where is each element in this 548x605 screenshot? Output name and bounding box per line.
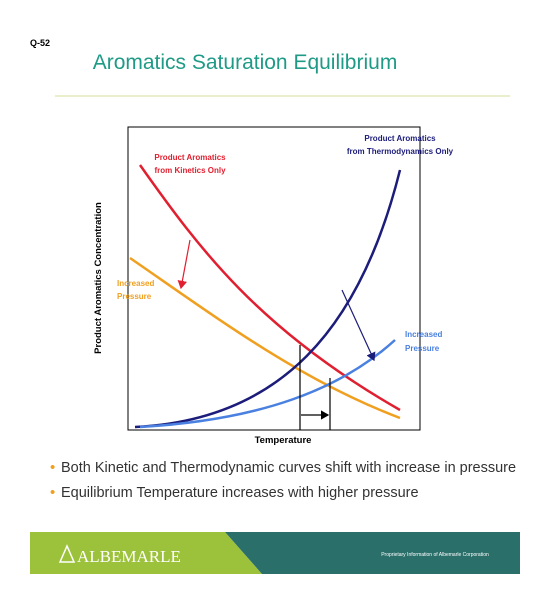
kinetics-shift-arrow bbox=[177, 239, 191, 290]
annotation: Product Aromatics bbox=[364, 134, 436, 143]
plot-frame bbox=[127, 126, 421, 431]
kinetics-pressure-curve bbox=[129, 256, 401, 420]
bullet-dot: • bbox=[50, 459, 55, 476]
annotation: Increased bbox=[405, 330, 442, 339]
annotation: Pressure bbox=[117, 292, 152, 301]
footer-teal bbox=[225, 532, 520, 574]
bullet-text: Both Kinetic and Thermodynamic curves sh… bbox=[61, 460, 516, 476]
kinetics-curve bbox=[138, 164, 401, 412]
annotation: Increased bbox=[117, 279, 154, 288]
bullet-text: Equilibrium Temperature increases with h… bbox=[61, 485, 419, 501]
slide-number: Q-52 bbox=[30, 38, 50, 48]
bullet-dot: • bbox=[50, 484, 55, 501]
logo-mark bbox=[58, 544, 76, 563]
y-axis-label: Product Aromatics Concentration bbox=[93, 202, 104, 354]
footer-brand: ALBEMARLE bbox=[77, 547, 181, 566]
x-axis-label: Temperature bbox=[255, 435, 312, 446]
footer-note: Proprietary Information of Albemarle Cor… bbox=[381, 552, 489, 558]
annotation: from Kinetics Only bbox=[154, 166, 226, 175]
annotation: Pressure bbox=[405, 344, 440, 353]
slide-title: Aromatics Saturation Equilibrium bbox=[93, 51, 398, 74]
thermo-curve bbox=[134, 169, 402, 429]
footer-green bbox=[30, 532, 262, 574]
annotation: Product Aromatics bbox=[154, 153, 226, 162]
annotation: from Thermodynamics Only bbox=[347, 147, 454, 156]
thermo-shift-arrow bbox=[341, 289, 376, 362]
